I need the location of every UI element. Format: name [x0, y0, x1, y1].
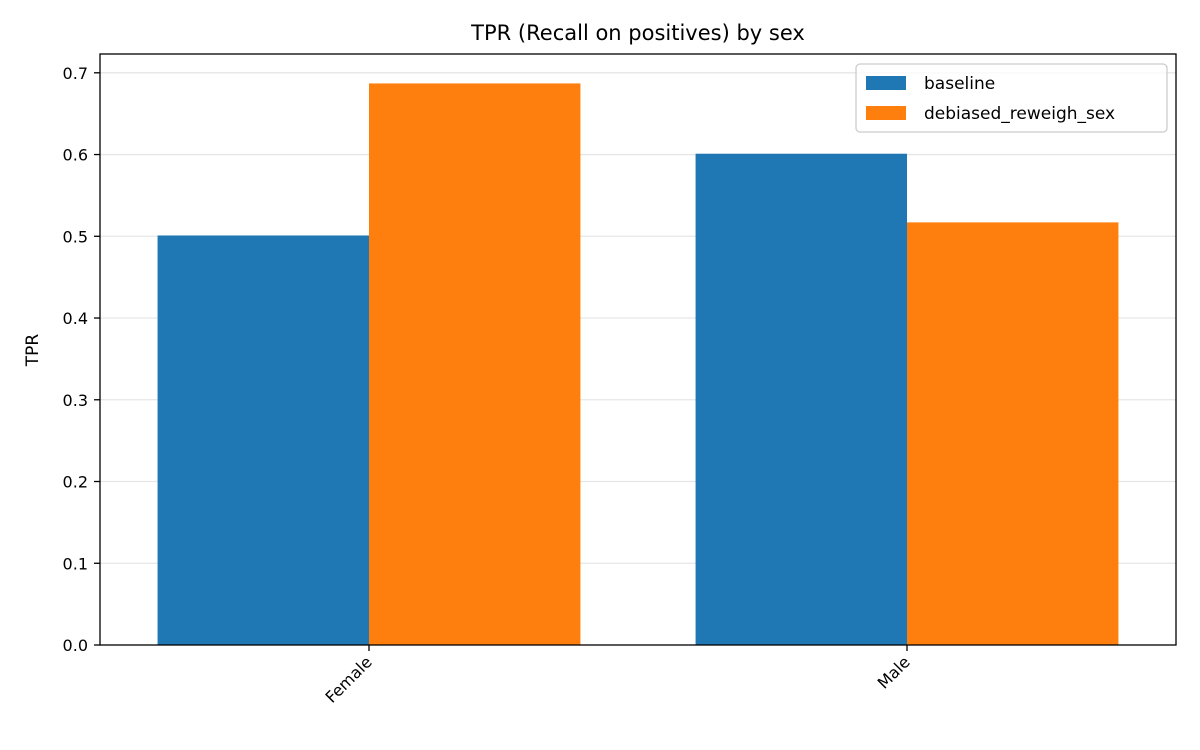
legend-swatch	[866, 76, 906, 90]
bar-debiased-reweigh-sex-male	[907, 222, 1119, 645]
y-tick-label: 0.4	[63, 309, 88, 328]
y-tick-label: 0.5	[63, 227, 88, 246]
y-tick-label: 0.1	[63, 554, 88, 573]
y-axis-label: TPR	[23, 334, 43, 368]
bars	[157, 83, 1119, 646]
y-tick-label: 0.3	[63, 391, 88, 410]
y-tick-label: 0.0	[63, 636, 88, 655]
legend-box	[855, 63, 1168, 133]
legend: baseline debiased_reweigh_sex	[855, 63, 1168, 133]
legend-swatch	[866, 106, 906, 120]
y-tick-label: 0.7	[63, 64, 88, 83]
legend-label: baseline	[924, 74, 995, 94]
y-tick-label: 0.2	[63, 473, 88, 492]
bar-baseline-male	[695, 153, 907, 645]
y-tick-label: 0.6	[63, 146, 88, 165]
bar-baseline-female	[157, 235, 369, 645]
chart-title: TPR (Recall on positives) by sex	[470, 21, 805, 45]
y-axis-ticks: 0.0 0.1 0.2 0.3 0.4 0.5 0.6 0.7	[63, 64, 100, 655]
legend-label: debiased_reweigh_sex	[924, 104, 1115, 124]
plot-frame	[99, 53, 1177, 646]
bar-debiased-reweigh-sex-female	[369, 83, 581, 646]
